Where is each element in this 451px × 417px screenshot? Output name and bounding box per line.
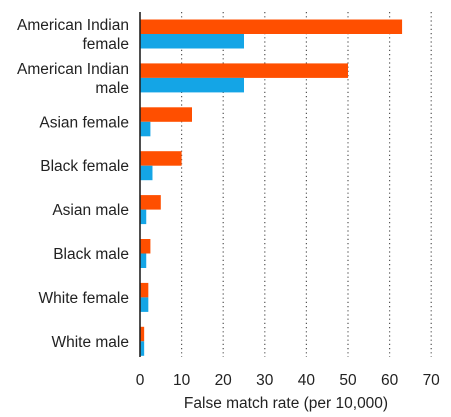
x-tick-label: 30 <box>256 372 274 389</box>
x-tick-label: 50 <box>339 372 357 389</box>
bar-series1-1 <box>140 19 403 34</box>
category-label: Black male <box>53 246 129 263</box>
bar-series2-4 <box>140 165 153 181</box>
bar-series1-7 <box>140 282 149 298</box>
x-tick-label: 60 <box>381 372 399 389</box>
x-tick-label: 10 <box>173 372 191 389</box>
category-label: female <box>82 36 129 53</box>
category-label: White female <box>39 290 129 307</box>
gridlines <box>181 12 432 357</box>
bars <box>140 19 403 356</box>
category-label: American Indian <box>17 17 129 34</box>
category-label: Asian male <box>52 202 129 219</box>
bar-series2-2 <box>140 77 244 93</box>
bar-series1-8 <box>140 326 145 342</box>
category-label: Black female <box>40 158 129 175</box>
bar-series1-5 <box>140 195 161 210</box>
x-tick-label: 40 <box>298 372 316 389</box>
bar-series2-5 <box>140 209 147 225</box>
category-label: Asian female <box>39 114 129 131</box>
x-tick-label: 70 <box>423 372 441 389</box>
bar-series1-3 <box>140 107 192 122</box>
category-label: American Indian <box>17 61 129 78</box>
category-labels: American Indian female American Indian male… <box>17 17 129 351</box>
bar-series2-7 <box>140 297 149 312</box>
x-tick-label: 20 <box>215 372 233 389</box>
bar-series1-2 <box>140 63 348 78</box>
bar-series2-1 <box>140 34 244 49</box>
bar-series2-3 <box>140 121 151 137</box>
bar-series1-6 <box>140 239 151 254</box>
x-tick-labels: 0 10 20 30 40 50 60 70 <box>136 372 441 389</box>
category-label: White male <box>51 334 129 351</box>
bar-series1-4 <box>140 151 182 166</box>
category-label: male <box>95 80 129 97</box>
bar-series2-8 <box>140 341 145 356</box>
x-axis-title: False match rate (per 10,000) <box>184 395 388 412</box>
x-tick-label: 0 <box>136 372 145 389</box>
bar-series2-6 <box>140 253 147 268</box>
